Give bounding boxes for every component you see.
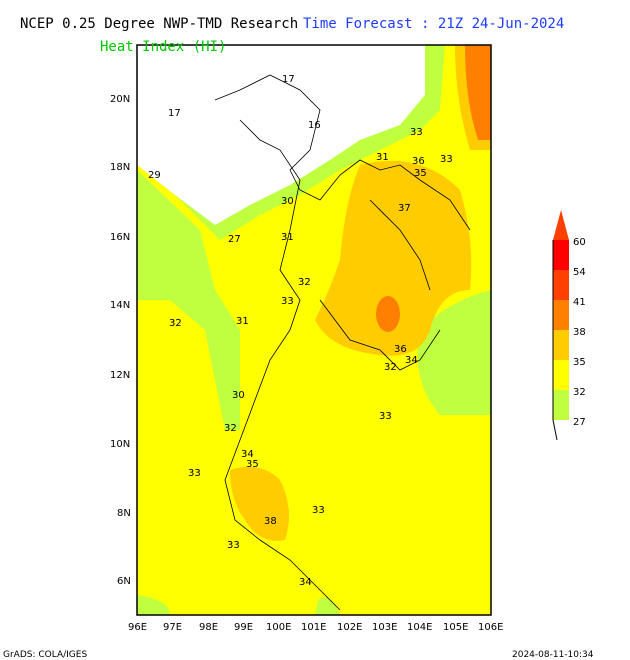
contour-label: 31 bbox=[376, 152, 389, 163]
lon-axis: 96E 97E 98E 99E 100E 101E 102E 103E 104E… bbox=[128, 622, 503, 633]
colorbar-segment bbox=[553, 240, 569, 270]
lon-label: 97E bbox=[163, 622, 182, 633]
contour-label: 33 bbox=[188, 468, 201, 479]
lat-label: 18N bbox=[110, 162, 130, 173]
contour-label: 27 bbox=[228, 234, 241, 245]
lat-label: 10N bbox=[110, 439, 130, 450]
contour-label: 33 bbox=[281, 296, 294, 307]
lat-label: 12N bbox=[110, 370, 130, 381]
colorbar-label: 27 bbox=[573, 417, 586, 428]
contour-labels: 17 17 16 29 31 33 35 37 30 27 32 31 33 3… bbox=[148, 74, 453, 588]
lon-label: 104E bbox=[407, 622, 432, 633]
contour-label: 33 bbox=[312, 505, 325, 516]
colorbar-segment bbox=[553, 300, 569, 330]
lon-label: 103E bbox=[372, 622, 397, 633]
fill-27-32-s bbox=[315, 597, 340, 615]
contour-label: 34 bbox=[405, 355, 418, 366]
colorbar-edge bbox=[552, 419, 558, 441]
footer-timestamp: 2024-08-11-10:34 bbox=[512, 650, 594, 660]
colorbar-segment bbox=[553, 270, 569, 300]
colorbar-segment bbox=[553, 390, 569, 420]
fill-27-32-sw bbox=[137, 595, 170, 615]
contour-label: 38 bbox=[264, 516, 277, 527]
contour-label: 33 bbox=[227, 540, 240, 551]
colorbar-arrow bbox=[553, 210, 569, 240]
fill-27-32-west bbox=[137, 170, 240, 430]
title-forecast-time: Time Forecast : 21Z 24-Jun-2024 bbox=[303, 16, 565, 32]
title-model: NCEP 0.25 Degree NWP-TMD Research bbox=[20, 16, 299, 32]
contour-label: 36 bbox=[412, 156, 425, 167]
lon-label: 101E bbox=[301, 622, 326, 633]
lat-label: 6N bbox=[117, 576, 131, 587]
contour-label: 17 bbox=[168, 108, 181, 119]
colorbar-segment bbox=[553, 360, 569, 390]
contour-label: 35 bbox=[246, 459, 259, 470]
map-frame bbox=[136, 44, 492, 616]
variable-name: Heat Index (HI) bbox=[100, 39, 227, 55]
coastlines-borders bbox=[214, 74, 471, 611]
lon-label: 98E bbox=[199, 622, 218, 633]
lat-label: 16N bbox=[110, 232, 130, 243]
contour-label: 30 bbox=[232, 390, 245, 401]
contour-label: 33 bbox=[379, 411, 392, 422]
contour-label: 35 bbox=[414, 168, 427, 179]
contour-label: 34 bbox=[241, 449, 254, 460]
contour-label: 37 bbox=[398, 203, 411, 214]
colorbar-label: 60 bbox=[573, 237, 586, 248]
fill-38-41-ne bbox=[465, 45, 491, 140]
contour-label: 33 bbox=[410, 127, 423, 138]
lat-label: 14N bbox=[110, 300, 130, 311]
lon-label: 96E bbox=[128, 622, 147, 633]
contour-label: 32 bbox=[298, 277, 311, 288]
lat-axis: 20N 18N 16N 14N 12N 10N 8N 6N bbox=[110, 94, 131, 587]
contour-label: 32 bbox=[224, 423, 237, 434]
map-fill: 17 17 16 29 31 33 35 37 30 27 32 31 33 3… bbox=[137, 45, 491, 615]
colorbar-label: 35 bbox=[573, 357, 586, 368]
lon-label: 99E bbox=[234, 622, 253, 633]
contour-label: 29 bbox=[148, 170, 161, 181]
contour-label: 33 bbox=[440, 154, 453, 165]
contour-label: 31 bbox=[236, 316, 249, 327]
contour-label: 31 bbox=[281, 232, 294, 243]
lon-label: 106E bbox=[478, 622, 503, 633]
lat-label: 8N bbox=[117, 508, 131, 519]
colorbar-label: 54 bbox=[573, 267, 586, 278]
lon-label: 105E bbox=[443, 622, 468, 633]
colorbar-segment bbox=[553, 330, 569, 360]
colorbar-label: 38 bbox=[573, 327, 586, 338]
fill-38-41-hotspot bbox=[376, 296, 400, 332]
contour-label: 36 bbox=[394, 344, 407, 355]
fill-27-32-east bbox=[417, 290, 491, 415]
fill-35-38-thailand bbox=[315, 160, 472, 356]
footer-credit: GrADS: COLA/IGES bbox=[3, 650, 88, 660]
contour-label: 34 bbox=[299, 577, 312, 588]
contour-label: 32 bbox=[384, 362, 397, 373]
contour-label: 17 bbox=[282, 74, 295, 85]
colorbar-label: 41 bbox=[573, 297, 586, 308]
colorbar: 60 54 41 38 35 32 27 bbox=[552, 210, 586, 441]
lon-label: 102E bbox=[337, 622, 362, 633]
contour-label: 32 bbox=[169, 318, 182, 329]
contour-label: 16 bbox=[308, 120, 321, 131]
colorbar-label: 32 bbox=[573, 387, 586, 398]
fill-35-38-peninsula bbox=[230, 466, 289, 541]
lat-label: 20N bbox=[110, 94, 130, 105]
fill-below-27 bbox=[137, 45, 425, 225]
lon-label: 100E bbox=[266, 622, 291, 633]
contour-label: 30 bbox=[281, 196, 294, 207]
